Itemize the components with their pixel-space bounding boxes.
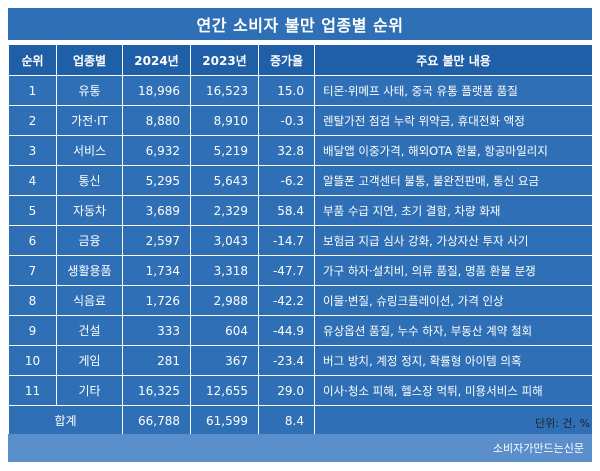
row-rank: 5 <box>8 195 57 226</box>
total-complaints-empty <box>314 405 593 436</box>
row-2024: 8,880 <box>122 105 191 136</box>
row-2024: 1,734 <box>122 255 191 286</box>
row-2023: 604 <box>190 315 259 346</box>
row-category: 가전·IT <box>56 105 123 136</box>
row-change: -44.9 <box>258 315 315 346</box>
row-2023: 2,988 <box>190 285 259 316</box>
row-2024: 333 <box>122 315 191 346</box>
total-label: 합계 <box>8 405 123 436</box>
row-2024: 18,996 <box>122 75 191 106</box>
row-category: 식음료 <box>56 285 123 316</box>
total-2024: 66,788 <box>122 405 191 436</box>
row-2023: 3,043 <box>190 225 259 256</box>
row-change: 32.8 <box>258 135 315 166</box>
row-2024: 5,295 <box>122 165 191 196</box>
row-2023: 2,329 <box>190 195 259 226</box>
row-change: -14.7 <box>258 225 315 256</box>
complaints-table: 순위 업종별 2024년 2023년 증가율 주요 불만 내용 1 유통 18,99… <box>8 44 593 436</box>
table-header-row: 순위 업종별 2024년 2023년 증가율 주요 불만 내용 <box>8 44 593 76</box>
table-row: 5 자동차 3,689 2,329 58.4 부품 수급 지연, 초기 결함, 차량 화재 <box>8 195 593 226</box>
source-label: 소비자가만드는신문 <box>492 442 584 455</box>
row-category: 자동차 <box>56 195 123 226</box>
table-row: 11 기타 16,325 12,655 29.0 이사·청소 피해, 헬스장 먹튀, 미용… <box>8 375 593 406</box>
table-row: 2 가전·IT 8,880 8,910 -0.3 렌탈가전 점검 누락 위약금, 휴대전화… <box>8 105 593 136</box>
row-complaints: 버그 방치, 계정 정지, 확률형 아이템 의혹 <box>314 345 593 376</box>
row-change: -6.2 <box>258 165 315 196</box>
row-change: -23.4 <box>258 345 315 376</box>
header-2023: 2023년 <box>190 44 259 76</box>
header-change: 증가율 <box>258 44 315 76</box>
row-complaints: 이사·청소 피해, 헬스장 먹튀, 미용서비스 피해 <box>314 375 593 406</box>
row-2023: 16,523 <box>190 75 259 106</box>
table-row: 10 게임 281 367 -23.4 버그 방치, 계정 정지, 확률형 아이템 의혹 <box>8 345 593 376</box>
row-complaints: 티몬·위메프 사태, 중국 유통 플랫폼 품질 <box>314 75 593 106</box>
total-row: 합계 66,788 61,599 8.4 <box>8 405 593 436</box>
row-complaints: 알뜰폰 고객센터 불통, 불완전판매, 통신 요금 <box>314 165 593 196</box>
row-change: 15.0 <box>258 75 315 106</box>
row-complaints: 배달앱 이중가격, 해외OTA 환불, 항공마일리지 <box>314 135 593 166</box>
row-rank: 6 <box>8 225 57 256</box>
row-rank: 8 <box>8 285 57 316</box>
table-row: 8 식음료 1,726 2,988 -42.2 이물·변질, 슈링크플레이션, 가격 인상 <box>8 285 593 316</box>
row-2024: 16,325 <box>122 375 191 406</box>
header-category: 업종별 <box>56 44 123 76</box>
table-row: 9 건설 333 604 -44.9 유상옵션 품질, 누수 하자, 부동산 계약 철회 <box>8 315 593 346</box>
row-change: -42.2 <box>258 285 315 316</box>
row-2023: 3,318 <box>190 255 259 286</box>
row-complaints: 렌탈가전 점검 누락 위약금, 휴대전화 액정 <box>314 105 593 136</box>
row-2024: 1,726 <box>122 285 191 316</box>
row-category: 건설 <box>56 315 123 346</box>
header-2024: 2024년 <box>122 44 191 76</box>
row-complaints: 가구 하자·설치비, 의류 품질, 명품 환불 분쟁 <box>314 255 593 286</box>
row-rank: 10 <box>8 345 57 376</box>
row-rank: 3 <box>8 135 57 166</box>
row-change: -0.3 <box>258 105 315 136</box>
row-2024: 3,689 <box>122 195 191 226</box>
row-2023: 5,219 <box>190 135 259 166</box>
table-row: 1 유통 18,996 16,523 15.0 티몬·위메프 사태, 중국 유통 플랫폼 … <box>8 75 593 106</box>
row-rank: 4 <box>8 165 57 196</box>
table-row: 7 생활용품 1,734 3,318 -47.7 가구 하자·설치비, 의류 품질, 명품… <box>8 255 593 286</box>
unit-note: 단위: 건, % <box>534 417 590 430</box>
row-category: 유통 <box>56 75 123 106</box>
header-rank: 순위 <box>8 44 57 76</box>
row-complaints: 부품 수급 지연, 초기 결함, 차량 화재 <box>314 195 593 226</box>
row-category: 기타 <box>56 375 123 406</box>
row-rank: 2 <box>8 105 57 136</box>
row-2023: 5,643 <box>190 165 259 196</box>
row-complaints: 이물·변질, 슈링크플레이션, 가격 인상 <box>314 285 593 316</box>
row-change: -47.7 <box>258 255 315 286</box>
row-change: 29.0 <box>258 375 315 406</box>
row-2024: 2,597 <box>122 225 191 256</box>
table-row: 6 금융 2,597 3,043 -14.7 보험금 지급 심사 강화, 가상자산 투자 … <box>8 225 593 256</box>
page-title: 연간 소비자 불만 업종별 순위 <box>8 8 592 40</box>
row-2024: 6,932 <box>122 135 191 166</box>
row-rank: 7 <box>8 255 57 286</box>
row-complaints: 보험금 지급 심사 강화, 가상자산 투자 사기 <box>314 225 593 256</box>
row-2024: 281 <box>122 345 191 376</box>
row-category: 생활용품 <box>56 255 123 286</box>
table-row: 3 서비스 6,932 5,219 32.8 배달앱 이중가격, 해외OTA 환불, 항공… <box>8 135 593 166</box>
table-row: 4 통신 5,295 5,643 -6.2 알뜰폰 고객센터 불통, 불완전판매, 통신 … <box>8 165 593 196</box>
row-rank: 11 <box>8 375 57 406</box>
row-2023: 367 <box>190 345 259 376</box>
row-category: 서비스 <box>56 135 123 166</box>
row-2023: 8,910 <box>190 105 259 136</box>
header-complaints: 주요 불만 내용 <box>314 44 593 76</box>
source-footer: 소비자가만드는신문 <box>8 434 592 462</box>
row-category: 게임 <box>56 345 123 376</box>
row-category: 금융 <box>56 225 123 256</box>
total-2023: 61,599 <box>190 405 259 436</box>
row-change: 58.4 <box>258 195 315 226</box>
row-rank: 1 <box>8 75 57 106</box>
total-change: 8.4 <box>258 405 315 436</box>
row-category: 통신 <box>56 165 123 196</box>
row-rank: 9 <box>8 315 57 346</box>
row-complaints: 유상옵션 품질, 누수 하자, 부동산 계약 철회 <box>314 315 593 346</box>
row-2023: 12,655 <box>190 375 259 406</box>
